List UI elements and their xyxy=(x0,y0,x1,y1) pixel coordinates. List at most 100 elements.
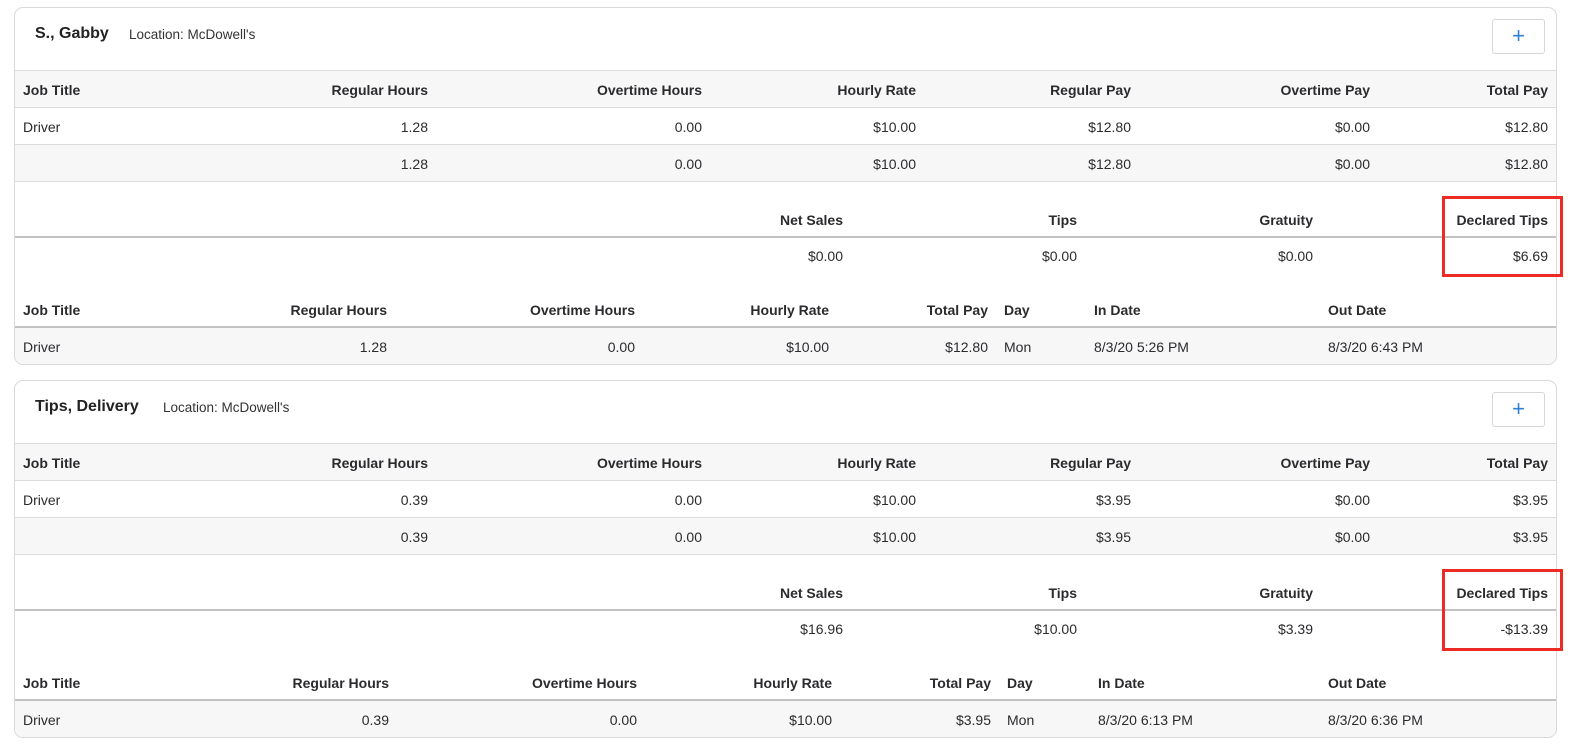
hourly-rate: $10.00 xyxy=(873,529,916,545)
col-overtime-pay: Overtime Pay xyxy=(1280,455,1371,471)
col-job-title: Job Title xyxy=(23,675,81,691)
pay-summary-table: Job Title Regular Hours Overtime Hours H… xyxy=(15,70,1556,182)
overtime-pay: $0.00 xyxy=(1334,492,1370,508)
in-date: 8/3/20 6:13 PM xyxy=(1098,712,1193,728)
day: Mon xyxy=(1004,339,1032,355)
shift-header-row: Job Title Regular Hours Overtime Hours H… xyxy=(15,290,1556,328)
declared-tips-value: $6.69 xyxy=(1512,248,1548,264)
job-title: Driver xyxy=(23,339,61,355)
employee-card-s-gabby: S., Gabby Location: McDowell's + Job Tit… xyxy=(14,7,1557,365)
col-job-title: Job Title xyxy=(23,455,81,471)
tips-table: Net Sales Tips Gratuity Declared Tips $0… xyxy=(15,190,1556,276)
add-entry-button[interactable]: + xyxy=(1492,19,1545,54)
hourly-rate: $10.00 xyxy=(873,156,916,172)
table-total-row: 1.28 0.00 $10.00 $12.80 $0.00 $12.80 xyxy=(15,145,1556,182)
add-entry-button[interactable]: + xyxy=(1492,392,1545,427)
shift-header-row: Job Title Regular Hours Overtime Hours H… xyxy=(15,663,1556,701)
overtime-pay: $0.00 xyxy=(1334,156,1370,172)
tips-header-row: Net Sales Tips Gratuity Declared Tips xyxy=(15,190,1556,238)
regular-hours: 0.39 xyxy=(400,529,428,545)
regular-pay: $12.80 xyxy=(1088,119,1131,135)
job-title: Driver xyxy=(23,712,61,728)
shift-row[interactable]: Driver 0.39 0.00 $10.00 $3.95 Mon 8/3/20… xyxy=(15,701,1556,737)
regular-pay: $3.95 xyxy=(1095,492,1131,508)
col-net-sales: Net Sales xyxy=(779,212,843,228)
table-row: Driver 0.39 0.00 $10.00 $3.95 $0.00 $3.9… xyxy=(15,481,1556,518)
col-tips: Tips xyxy=(1048,212,1077,228)
col-total-pay: Total Pay xyxy=(929,675,991,691)
shift-table: Job Title Regular Hours Overtime Hours H… xyxy=(15,290,1556,364)
col-declared-tips: Declared Tips xyxy=(1456,212,1548,228)
col-regular-hours: Regular Hours xyxy=(331,455,428,471)
employee-name: Tips, Delivery xyxy=(35,398,139,415)
col-overtime-hours: Overtime Hours xyxy=(531,675,637,691)
col-overtime-hours: Overtime Hours xyxy=(596,82,702,98)
col-regular-hours: Regular Hours xyxy=(331,82,428,98)
col-total-pay: Total Pay xyxy=(1486,455,1548,471)
col-regular-hours: Regular Hours xyxy=(290,302,387,318)
col-job-title: Job Title xyxy=(23,82,81,98)
total-pay: $3.95 xyxy=(1512,529,1548,545)
employee-location: Location: McDowell's xyxy=(163,400,290,415)
col-overtime-hours: Overtime Hours xyxy=(529,302,635,318)
regular-hours: 0.39 xyxy=(361,712,389,728)
shift-row[interactable]: Driver 1.28 0.00 $10.00 $12.80 Mon 8/3/2… xyxy=(15,328,1556,364)
total-pay: $3.95 xyxy=(1512,492,1548,508)
hourly-rate: $10.00 xyxy=(786,339,829,355)
hourly-rate: $10.00 xyxy=(789,712,832,728)
col-total-pay: Total Pay xyxy=(1486,82,1548,98)
hourly-rate: $10.00 xyxy=(873,492,916,508)
shift-table: Job Title Regular Hours Overtime Hours H… xyxy=(15,663,1556,737)
day: Mon xyxy=(1007,712,1035,728)
employee-location: Location: McDowell's xyxy=(129,27,256,42)
overtime-hours: 0.00 xyxy=(607,339,635,355)
regular-hours: 1.28 xyxy=(400,119,428,135)
hourly-rate: $10.00 xyxy=(873,119,916,135)
total-pay: $3.95 xyxy=(955,712,991,728)
col-out-date: Out Date xyxy=(1328,302,1387,318)
overtime-pay: $0.00 xyxy=(1334,529,1370,545)
col-gratuity: Gratuity xyxy=(1259,585,1313,601)
col-overtime-hours: Overtime Hours xyxy=(596,455,702,471)
regular-pay: $3.95 xyxy=(1095,529,1131,545)
tips-table: Net Sales Tips Gratuity Declared Tips $1… xyxy=(15,563,1556,649)
pay-summary-table: Job Title Regular Hours Overtime Hours H… xyxy=(15,443,1556,555)
col-regular-hours: Regular Hours xyxy=(292,675,389,691)
overtime-pay: $0.00 xyxy=(1334,119,1370,135)
declared-tips-value: -$13.39 xyxy=(1500,621,1548,637)
employee-header: S., Gabby Location: McDowell's + xyxy=(15,8,1556,71)
col-hourly-rate: Hourly Rate xyxy=(753,675,832,691)
regular-pay: $12.80 xyxy=(1088,156,1131,172)
col-hourly-rate: Hourly Rate xyxy=(750,302,829,318)
regular-hours: 0.39 xyxy=(400,492,428,508)
col-gratuity: Gratuity xyxy=(1259,212,1313,228)
col-out-date: Out Date xyxy=(1328,675,1387,691)
table-header-row: Job Title Regular Hours Overtime Hours H… xyxy=(15,71,1556,108)
overtime-hours: 0.00 xyxy=(674,529,702,545)
col-in-date: In Date xyxy=(1098,675,1145,691)
tips-value: $0.00 xyxy=(1041,248,1077,264)
employee-header: Tips, Delivery Location: McDowell's + xyxy=(15,381,1556,444)
job-title: Driver xyxy=(23,119,61,135)
col-regular-pay: Regular Pay xyxy=(1050,455,1131,471)
out-date: 8/3/20 6:43 PM xyxy=(1328,339,1423,355)
col-regular-pay: Regular Pay xyxy=(1050,82,1131,98)
job-title: Driver xyxy=(23,492,61,508)
col-day: Day xyxy=(1004,302,1030,318)
col-job-title: Job Title xyxy=(23,302,81,318)
employee-name: S., Gabby xyxy=(35,25,109,42)
out-date: 8/3/20 6:36 PM xyxy=(1328,712,1423,728)
tips-value: $10.00 xyxy=(1034,621,1077,637)
plus-icon: + xyxy=(1512,396,1525,421)
gratuity-value: $3.39 xyxy=(1277,621,1313,637)
total-pay: $12.80 xyxy=(1505,156,1548,172)
gratuity-value: $0.00 xyxy=(1277,248,1313,264)
overtime-hours: 0.00 xyxy=(674,492,702,508)
tips-header-row: Net Sales Tips Gratuity Declared Tips xyxy=(15,563,1556,611)
col-declared-tips: Declared Tips xyxy=(1456,585,1548,601)
col-tips: Tips xyxy=(1048,585,1077,601)
col-net-sales: Net Sales xyxy=(779,585,843,601)
total-pay: $12.80 xyxy=(945,339,988,355)
tips-values-row: $16.96 $10.00 $3.39 -$13.39 xyxy=(15,611,1556,649)
col-overtime-pay: Overtime Pay xyxy=(1280,82,1371,98)
